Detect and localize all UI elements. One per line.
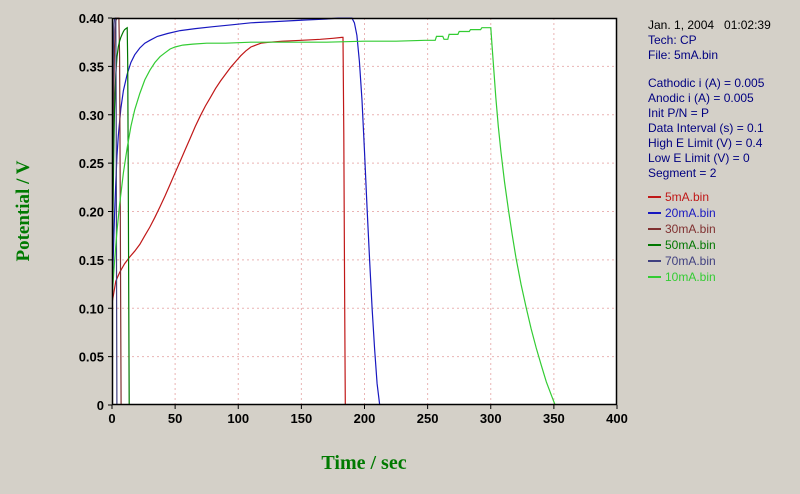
- series-curve-5mA.bin: [112, 36, 346, 406]
- datetime-text: Jan. 1, 2004 01:02:39: [648, 18, 771, 32]
- y-tick-label: 0.25: [79, 156, 104, 171]
- legend-label: 70mA.bin: [665, 253, 716, 268]
- legend-item: 5mA.bin: [648, 189, 798, 205]
- parameter-line: Segment = 2: [648, 166, 717, 180]
- legend: 5mA.bin 20mA.bin 30mA.bin 50mA.bin 70mA.bin 1…: [648, 189, 798, 285]
- spacer: [648, 181, 798, 189]
- tech-line: Tech: CP: [648, 33, 697, 47]
- series-group: [112, 17, 556, 406]
- legend-label: 10mA.bin: [665, 269, 716, 284]
- legend-line-swatch: [648, 212, 661, 214]
- series-curve-10mA.bin: [112, 27, 556, 406]
- x-tick-label: 300: [480, 411, 502, 426]
- legend-line-swatch: [648, 196, 661, 198]
- legend-line-swatch: [648, 228, 661, 230]
- parameter-line: High E Limit (V) = 0.4: [648, 136, 763, 150]
- legend-item: 10mA.bin: [648, 269, 798, 285]
- legend-item: 20mA.bin: [648, 205, 798, 221]
- legend-line-swatch: [648, 260, 661, 262]
- x-tick-label: 400: [606, 411, 628, 426]
- legend-item: 70mA.bin: [648, 253, 798, 269]
- y-tick-label: 0.10: [79, 301, 104, 316]
- y-tick-label: 0.15: [79, 253, 104, 268]
- series-curve-50mA.bin: [112, 26, 130, 406]
- plot-frame: [111, 17, 618, 406]
- x-tick-label: 0: [108, 411, 115, 426]
- y-tick-label: 0.35: [79, 59, 104, 74]
- parameter-line: Init P/N = P: [648, 106, 710, 120]
- legend-label: 20mA.bin: [665, 205, 716, 220]
- spacer: [648, 63, 798, 76]
- parameter-line: Low E Limit (V) = 0: [648, 151, 750, 165]
- legend-item: 50mA.bin: [648, 237, 798, 253]
- y-tick-label: 0: [97, 398, 104, 413]
- y-tick-label: 0.05: [79, 350, 104, 365]
- y-tick-label: 0.40: [79, 11, 104, 26]
- parameter-line: Cathodic i (A) = 0.005: [648, 76, 765, 90]
- y-tick-label: 0.20: [79, 205, 104, 220]
- series-curve-20mA.bin: [112, 17, 381, 406]
- x-axis-title: Time / sec: [321, 452, 407, 474]
- x-tick-label: 250: [417, 411, 439, 426]
- parameter-line: Data Interval (s) = 0.1: [648, 121, 764, 135]
- x-tick-label: 150: [291, 411, 313, 426]
- legend-line-swatch: [648, 276, 661, 278]
- legend-label: 30mA.bin: [665, 221, 716, 236]
- x-tick-label: 100: [227, 411, 249, 426]
- file-line: File: 5mA.bin: [648, 48, 719, 62]
- parameter-line: Anodic i (A) = 0.005: [648, 91, 754, 105]
- legend-item: 30mA.bin: [648, 221, 798, 237]
- legend-label: 50mA.bin: [665, 237, 716, 252]
- plot-area: 0 50 100 150 200 250 300 350 400 0 0.05 0.10 0.15 0.2…: [79, 11, 628, 426]
- legend-line-swatch: [648, 244, 661, 246]
- y-tick-label: 0.30: [79, 108, 104, 123]
- x-tick-label: 200: [354, 411, 376, 426]
- legend-label: 5mA.bin: [665, 189, 710, 204]
- info-panel: Jan. 1, 2004 01:02:39 Tech: CP File: 5mA…: [648, 18, 798, 285]
- x-tick-label: 350: [543, 411, 565, 426]
- x-tick-label: 50: [168, 411, 182, 426]
- parameter-list: Cathodic i (A) = 0.005 Anodic i (A) = 0.0…: [648, 76, 798, 181]
